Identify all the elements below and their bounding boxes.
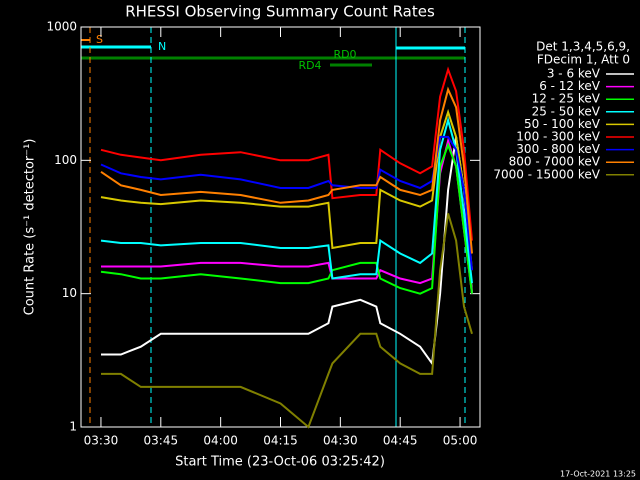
series-line <box>100 86 473 254</box>
legend-label: 100 - 300 keV <box>516 130 600 144</box>
legend-label: 25 - 50 keV <box>532 104 601 118</box>
y-axis-label: Count Rate (s⁻¹ detector⁻¹) <box>23 139 38 316</box>
x-tick-label: 04:00 <box>203 434 238 448</box>
x-tick-label: 04:45 <box>383 434 418 448</box>
legend-label: 6 - 12 keV <box>539 79 601 93</box>
y-tick-label: 10 <box>62 286 77 300</box>
series-line <box>100 66 473 241</box>
x-axis-label: Start Time (23-Oct-06 03:25:42) <box>175 455 385 470</box>
annotation: S <box>96 33 103 46</box>
series-line <box>101 137 473 294</box>
legend-label: 50 - 100 keV <box>524 117 601 131</box>
legend-label: 300 - 800 keV <box>516 142 600 156</box>
x-tick-label: 04:15 <box>263 434 298 448</box>
legend-label: 12 - 25 keV <box>532 92 601 106</box>
annotation: N <box>158 40 166 53</box>
annotation: RD4 <box>298 59 321 72</box>
series-line <box>100 116 473 284</box>
y-tick-label: 1000 <box>46 20 77 34</box>
legend-title: FDecim 1, Att 0 <box>537 53 630 67</box>
x-tick-label: 03:30 <box>84 434 119 448</box>
series-line <box>101 213 473 429</box>
x-tick-label: 04:30 <box>323 434 358 448</box>
y-tick-label: 100 <box>54 153 77 167</box>
x-tick-label: 05:00 <box>443 434 478 448</box>
series-line <box>100 135 473 271</box>
annotation: RD0 <box>333 48 356 61</box>
y-tick-label: 1 <box>69 420 77 434</box>
legend-label: 7000 - 15000 keV <box>493 167 600 181</box>
legend-label: 800 - 7000 keV <box>509 155 601 169</box>
x-tick-label: 03:45 <box>144 434 179 448</box>
series-line <box>100 108 473 271</box>
chart-title: RHESSI Observing Summary Count Rates <box>125 3 435 21</box>
footer: 17-Oct-2021 13:25 <box>560 470 636 479</box>
series-line <box>101 136 473 367</box>
series-line <box>100 142 473 295</box>
legend-title: Det 1,3,4,5,6,9, <box>536 40 630 54</box>
plot-frame <box>80 26 481 428</box>
legend-label: 3 - 6 keV <box>547 67 601 81</box>
